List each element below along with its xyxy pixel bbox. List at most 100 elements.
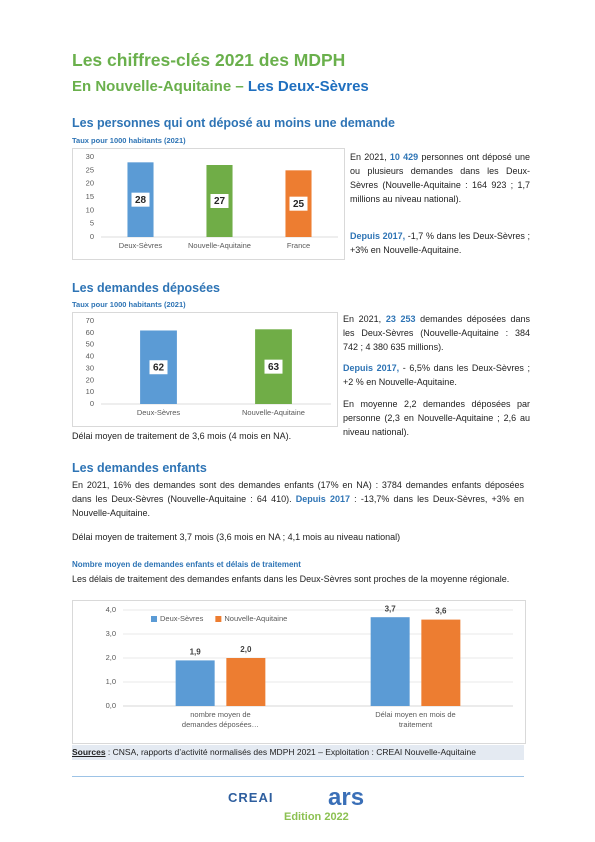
chart: 0 10 20 30 40 50 60 70 62 Deux-Sèvres 63 Nouvelle-A… bbox=[72, 312, 338, 427]
data-label: 62 bbox=[153, 362, 165, 373]
text-run: -1,7 % dans les Deux-Sèvres ; +3% en Nou… bbox=[350, 231, 531, 255]
subtitle-department: Les Deux-Sèvres bbox=[247, 78, 369, 95]
y-tick-label: 60 bbox=[86, 328, 94, 337]
legend-label: Nouvelle-Aquitaine bbox=[224, 614, 287, 623]
y-tick-label: 30 bbox=[86, 363, 94, 372]
x-tick-label: Nouvelle-Aquitaine bbox=[242, 408, 305, 417]
data-label: 1,9 bbox=[190, 648, 202, 657]
paragraph: Depuis 2017, - 6,5% dans les Deux-Sèvres… bbox=[343, 361, 530, 389]
legend-label: Deux-Sèvres bbox=[160, 614, 204, 623]
chart-title: Taux pour 1000 habitants (2021) bbox=[72, 300, 186, 309]
subtitle: En Nouvelle-Aquitaine – Les Deux-Sèvres bbox=[72, 78, 369, 95]
y-tick-label: 0 bbox=[90, 232, 94, 241]
text-run: : -13,7% dans les Deux-Sèvres, +3% en No… bbox=[72, 494, 524, 518]
x-tick-label-box: Deux-Sèvres bbox=[118, 241, 163, 250]
y-tick-label: 1,0 bbox=[106, 677, 116, 686]
paragraph: En 2021, 16% des demandes sont des deman… bbox=[72, 478, 524, 520]
text-run: demandes déposées dans les Deux-Sèvres (… bbox=[343, 314, 530, 352]
legend-swatch bbox=[215, 616, 222, 622]
bar bbox=[421, 619, 461, 706]
highlight: 10 429 bbox=[389, 152, 419, 162]
x-tick-label-box: nombre moyen de demandes déposées… bbox=[181, 710, 260, 729]
text-run: En 2021, bbox=[350, 152, 390, 162]
y-tick-label: 4,0 bbox=[106, 605, 116, 614]
highlight: 23 253 bbox=[385, 314, 416, 324]
footer-rule bbox=[72, 776, 524, 777]
edition: Edition 2022 bbox=[284, 811, 349, 823]
bar bbox=[370, 617, 410, 706]
sources-label: Sources bbox=[72, 747, 106, 757]
data-label-box bbox=[131, 192, 150, 207]
text-run: personnes ont déposé une ou plusieurs de… bbox=[350, 152, 531, 204]
x-tick-label: Deux-Sèvres bbox=[136, 408, 181, 417]
chart-title: Taux pour 1000 habitants (2021) bbox=[72, 136, 186, 145]
highlight: Depuis 2017 bbox=[295, 494, 350, 504]
y-tick-label: 40 bbox=[86, 352, 94, 361]
data-label: 3,7 bbox=[385, 604, 397, 613]
text-run: Délai moyen de traitement de 3,6 mois (4… bbox=[72, 431, 292, 441]
y-tick-label: 20 bbox=[86, 375, 94, 384]
logo: CREAI bbox=[228, 790, 274, 805]
data-label: 3,6 bbox=[435, 607, 447, 616]
sources-text: : CNSA, rapports d’activité normalisés d… bbox=[105, 747, 476, 757]
y-tick-label: 2,0 bbox=[106, 653, 116, 662]
data-label: 28 bbox=[135, 195, 147, 206]
data-label: 27 bbox=[214, 196, 226, 207]
text-run: Délai moyen de traitement 3,7 mois (3,6 … bbox=[72, 532, 401, 542]
x-tick-label: nombre moyen de demandes déposées… bbox=[181, 710, 260, 729]
highlight: Depuis 2017, bbox=[343, 363, 400, 373]
chart-title: Nombre moyen de demandes enfants et déla… bbox=[72, 560, 301, 569]
y-tick-label: 5 bbox=[90, 219, 94, 228]
paragraph: Depuis 2017, -1,7 % dans les Deux-Sèvres… bbox=[350, 229, 530, 257]
logo: ars bbox=[328, 784, 365, 811]
text-run: En moyenne 2,2 demandes déposées par per… bbox=[343, 399, 530, 437]
data-label: 63 bbox=[268, 362, 280, 373]
paragraph: En moyenne 2,2 demandes déposées par per… bbox=[343, 397, 530, 439]
y-tick-label: 0,0 bbox=[106, 701, 116, 710]
data-label: 2,0 bbox=[240, 645, 252, 654]
bar bbox=[175, 660, 215, 706]
legend-swatch bbox=[151, 616, 157, 622]
highlight: Depuis 2017, bbox=[350, 231, 406, 241]
chart: 0,0 1,0 2,0 3,0 4,0 1,9 2,0 nombre moyen de dem… bbox=[72, 600, 526, 744]
section-heading: Les personnes qui ont déposé au moins un… bbox=[72, 116, 395, 130]
section-heading: Les demandes enfants bbox=[72, 461, 207, 475]
y-tick-label: 20 bbox=[86, 179, 94, 188]
paragraph: Délai moyen de traitement 3,7 mois (3,6 … bbox=[72, 530, 524, 544]
x-tick-label: Nouvelle-Aquitaine bbox=[188, 241, 251, 250]
x-tick-label-box: Deux-Sèvres bbox=[136, 408, 181, 417]
title: Les chiffres-clés 2021 des MDPH bbox=[72, 50, 346, 70]
y-tick-label: 3,0 bbox=[106, 629, 116, 638]
data-label-box bbox=[149, 360, 168, 375]
x-tick-label: Deux-Sèvres bbox=[118, 241, 163, 250]
text-run: - 6,5% dans les Deux-Sèvres ; +2 % en No… bbox=[343, 363, 531, 387]
note: Les délais de traitement des demandes en… bbox=[72, 574, 510, 584]
data-label-box bbox=[289, 196, 308, 211]
data-label: 25 bbox=[293, 199, 305, 210]
sources: Sources : CNSA, rapports d’activité norm… bbox=[72, 745, 524, 760]
data-label-box bbox=[210, 194, 229, 208]
x-tick-label: France bbox=[286, 241, 311, 250]
x-tick-label-box: Nouvelle-Aquitaine bbox=[242, 408, 305, 417]
chart: 0 5 10 15 20 25 30 28 Deux-Sèvres 27 Nouvelle-Aqui… bbox=[72, 148, 345, 260]
text-run: En 2021, bbox=[343, 314, 386, 324]
y-tick-label: 70 bbox=[86, 316, 94, 325]
paragraph: En 2021, 10 429 personnes ont déposé une… bbox=[350, 150, 530, 206]
y-tick-label: 25 bbox=[86, 165, 94, 174]
text-run: En 2021, 16% des demandes sont des deman… bbox=[72, 480, 524, 504]
paragraph: En 2021, 23 253 demandes déposées dans l… bbox=[343, 312, 530, 354]
x-tick-label-box: Nouvelle-Aquitaine bbox=[188, 241, 251, 250]
data-label-box bbox=[264, 359, 283, 374]
paragraph: Délai moyen de traitement de 3,6 mois (4… bbox=[72, 429, 372, 443]
y-tick-label: 0 bbox=[90, 399, 94, 408]
bar bbox=[226, 658, 266, 706]
x-tick-label: Délai moyen en mois de traitement bbox=[375, 710, 456, 729]
y-tick-label: 50 bbox=[86, 340, 94, 349]
subtitle-region: En Nouvelle-Aquitaine – bbox=[72, 78, 244, 95]
section-heading: Les demandes déposées bbox=[72, 281, 220, 295]
y-tick-label: 30 bbox=[86, 152, 94, 161]
y-tick-label: 10 bbox=[86, 387, 94, 396]
x-tick-label-box: France bbox=[286, 241, 311, 250]
y-tick-label: 15 bbox=[86, 192, 94, 201]
